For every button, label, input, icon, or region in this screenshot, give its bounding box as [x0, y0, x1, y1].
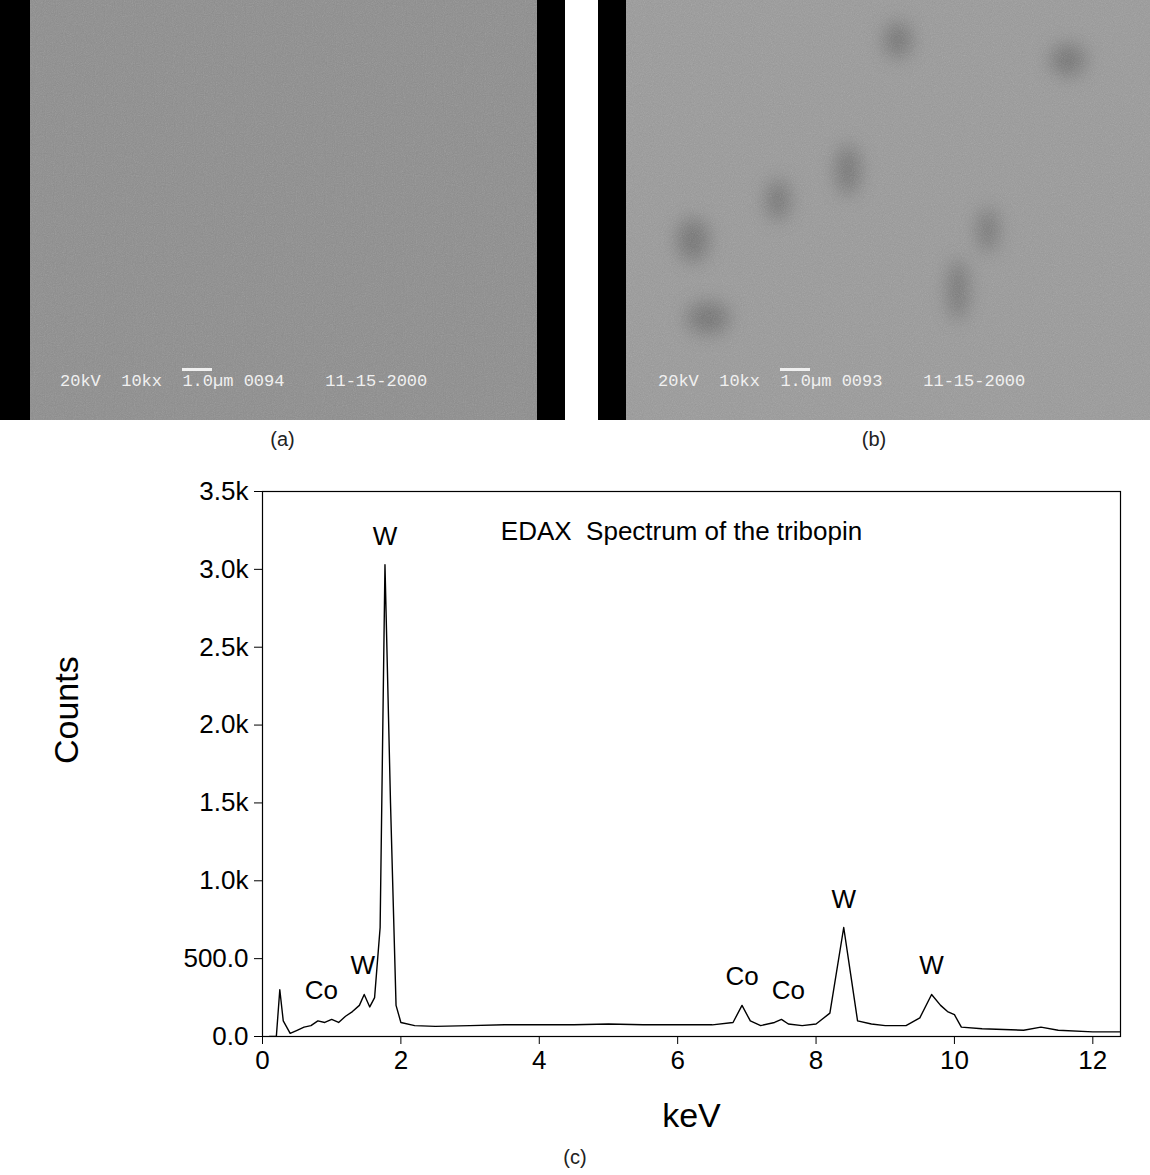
svg-text:W: W [919, 950, 944, 980]
svg-text:W: W [373, 521, 398, 551]
svg-text:W: W [351, 950, 376, 980]
svg-text:500.0: 500.0 [183, 943, 248, 973]
svg-text:10: 10 [940, 1045, 969, 1075]
html-text:20kV 10kx 1.0µm 0094 11-15-200: 20kV 10kx 1.0µm 0094 11-15-2000 [60, 372, 428, 391]
svg-text:1.5k: 1.5k [199, 787, 249, 817]
svg-text:Co: Co [772, 975, 805, 1005]
svg-text:6: 6 [670, 1045, 684, 1075]
svg-text:0.0: 0.0 [212, 1021, 248, 1051]
html-text:(c): (c) [563, 1146, 587, 1168]
svg-text:Co: Co [305, 975, 338, 1005]
html-text:(a): (a) [270, 428, 295, 450]
svg-text:4: 4 [532, 1045, 546, 1075]
html-text:(b): (b) [861, 428, 887, 450]
svg-text:2.0k: 2.0k [199, 709, 249, 739]
svg-text:Counts: Counts [47, 656, 85, 764]
svg-text:W: W [831, 884, 856, 914]
html-text:20kV 10kx 1.0µm 0093 11-15-200: 20kV 10kx 1.0µm 0093 11-15-2000 [658, 372, 1026, 391]
svg-text:2.5k: 2.5k [199, 632, 249, 662]
svg-text:Co: Co [725, 961, 758, 991]
svg-text:3.0k: 3.0k [199, 554, 249, 584]
svg-text:2: 2 [394, 1045, 408, 1075]
svg-text:0: 0 [255, 1045, 269, 1075]
svg-text:1.0k: 1.0k [199, 865, 249, 895]
svg-text:EDAX Spectrum of the tribopin: EDAX Spectrum of the tribopin [501, 516, 862, 546]
svg-text:12: 12 [1078, 1045, 1107, 1075]
svg-text:keV: keV [662, 1096, 721, 1134]
svg-text:3.5k: 3.5k [199, 476, 249, 506]
svg-text:8: 8 [809, 1045, 823, 1075]
